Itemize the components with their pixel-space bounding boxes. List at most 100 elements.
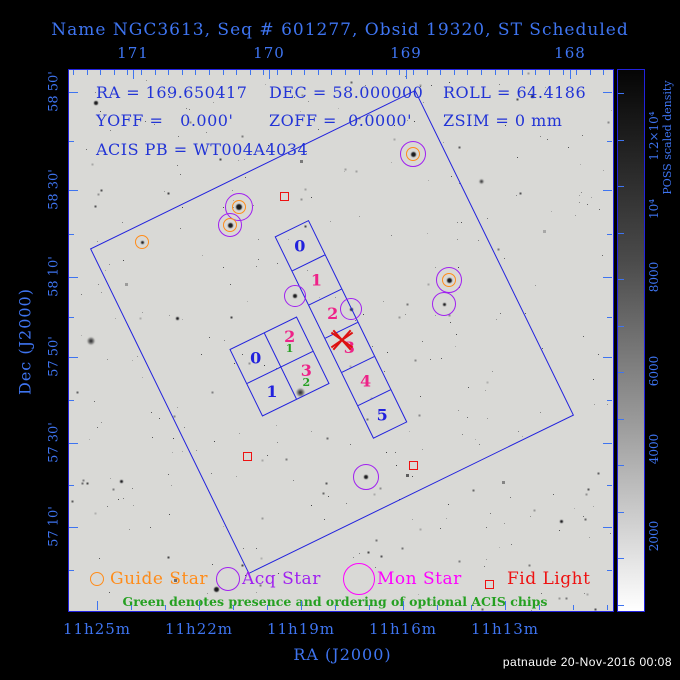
axis-tick [618, 279, 624, 280]
axis-tick [69, 527, 78, 528]
axis-tick [437, 605, 438, 610]
readout-zoff: ZOFF = 0.0000' [269, 111, 412, 130]
guide-star-circle [406, 147, 420, 161]
sky-image-viewport[interactable]: 012345021132 RA = 169.650417 DEC = 58.00… [68, 69, 614, 612]
axis-tick [249, 70, 251, 75]
axis-tick [277, 70, 278, 75]
axis-tick [86, 70, 88, 75]
axis-tick [403, 601, 404, 610]
colorbar [617, 69, 645, 612]
axis-tick [345, 70, 346, 75]
axis-tick [199, 601, 200, 610]
axis-tick [181, 70, 183, 75]
axis-tick [113, 70, 115, 75]
y-axis-tick-label: 57 10' [46, 506, 62, 547]
axis-tick [618, 604, 624, 606]
axis-tick [358, 70, 360, 75]
acq-star-circle [432, 292, 456, 316]
axis-tick [539, 605, 540, 610]
axis-tick [69, 317, 74, 318]
readout-ra: RA = 169.650417 [96, 83, 248, 102]
axis-tick [607, 141, 612, 142]
colorbar-tick-label: 8000 [647, 261, 661, 293]
axis-tick [618, 325, 624, 327]
axis-tick [603, 190, 612, 191]
axis-tick [570, 70, 571, 79]
y-axis-tick-label: 58 50' [46, 71, 62, 112]
x-axis-title: RA (J2000) [293, 645, 392, 664]
acq-star-circle [400, 141, 426, 167]
axis-tick [165, 605, 166, 610]
axis-tick [607, 233, 612, 235]
axis-tick [618, 186, 624, 187]
axis-tick [195, 70, 197, 75]
x-axis-tick-label-bottom: 11h13m [470, 620, 540, 638]
axis-tick [69, 400, 74, 401]
axis-tick [69, 277, 78, 278]
axis-tick [481, 70, 482, 75]
axis-tick [222, 70, 224, 75]
axis-tick [603, 277, 612, 278]
y-axis-tick-label: 57 30' [46, 422, 62, 463]
axis-tick [618, 558, 624, 559]
axis-tick [607, 570, 612, 571]
axis-tick [576, 70, 578, 75]
readout-zsim: ZSIM = 0 mm [443, 111, 563, 130]
guide-star-legend-label: Guide Star [110, 569, 209, 589]
x-axis-tick-label-top: 168 [554, 44, 586, 62]
axis-tick [399, 70, 401, 75]
axis-tick [406, 70, 407, 79]
star-dot [213, 586, 219, 592]
axis-tick [494, 70, 496, 75]
axis-tick [385, 70, 387, 75]
fid-light-square [408, 460, 418, 470]
fid-light-legend-label: Fid Light [507, 569, 591, 589]
axis-tick [426, 70, 428, 75]
axis-tick [618, 232, 624, 234]
axis-tick [618, 372, 624, 373]
x-axis-tick-label-top: 170 [253, 44, 285, 62]
axis-tick [467, 70, 469, 75]
axis-tick [589, 70, 591, 75]
axis-tick [127, 70, 129, 75]
axis-tick [69, 570, 74, 571]
axis-tick [535, 70, 537, 75]
mon-star-legend-symbol [343, 563, 375, 595]
galaxy-blob [295, 387, 305, 397]
axis-tick [603, 527, 612, 528]
axis-tick [440, 70, 442, 75]
axis-tick [304, 70, 306, 75]
colorbar-tick-label: 1.2×10⁴ [647, 111, 661, 161]
axis-tick [372, 70, 374, 75]
legend: Guide Star Acq Star Mon Star Fid Light [69, 70, 613, 611]
colorbar-tick-label: 2000 [647, 520, 661, 552]
axis-tick [267, 605, 268, 610]
axis-tick [69, 443, 78, 444]
axis-tick [573, 605, 574, 610]
acq-star-legend-label: Acq Star [242, 569, 321, 589]
axis-tick [607, 605, 608, 610]
y-axis-tick-label: 58 30' [46, 169, 62, 210]
axis-tick [603, 92, 612, 93]
axis-tick [73, 70, 74, 75]
star-dot [94, 101, 98, 105]
guide-star-circle [135, 235, 149, 249]
y-axis-tick-label: 57 50' [46, 336, 62, 377]
axis-tick [607, 400, 612, 401]
colorbar-tick-label: 6000 [647, 355, 661, 387]
axis-tick [69, 190, 78, 191]
acq-star-circle [340, 298, 362, 320]
acis-optional-note: Green denotes presence and ordering of o… [122, 594, 548, 609]
star-dot [559, 519, 563, 523]
axis-tick [562, 70, 564, 75]
axis-tick [505, 601, 506, 610]
axis-tick [317, 70, 319, 75]
readout-dec: DEC = 58.000000 [269, 83, 424, 102]
guide-star-circle [232, 200, 246, 214]
axis-tick [263, 70, 265, 75]
axis-tick [100, 70, 102, 75]
axis-tick [69, 233, 74, 235]
axis-tick [413, 70, 414, 75]
axis-tick [369, 605, 370, 610]
axis-tick [471, 605, 472, 610]
